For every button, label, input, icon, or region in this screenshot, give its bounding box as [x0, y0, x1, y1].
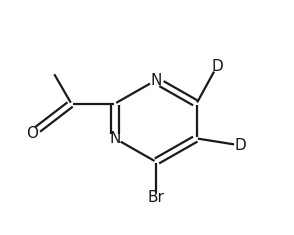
Text: N: N — [109, 131, 121, 146]
Text: N: N — [150, 73, 161, 88]
Text: O: O — [26, 126, 38, 141]
Text: D: D — [211, 59, 223, 74]
Text: D: D — [234, 138, 246, 153]
Text: Br: Br — [147, 190, 164, 205]
